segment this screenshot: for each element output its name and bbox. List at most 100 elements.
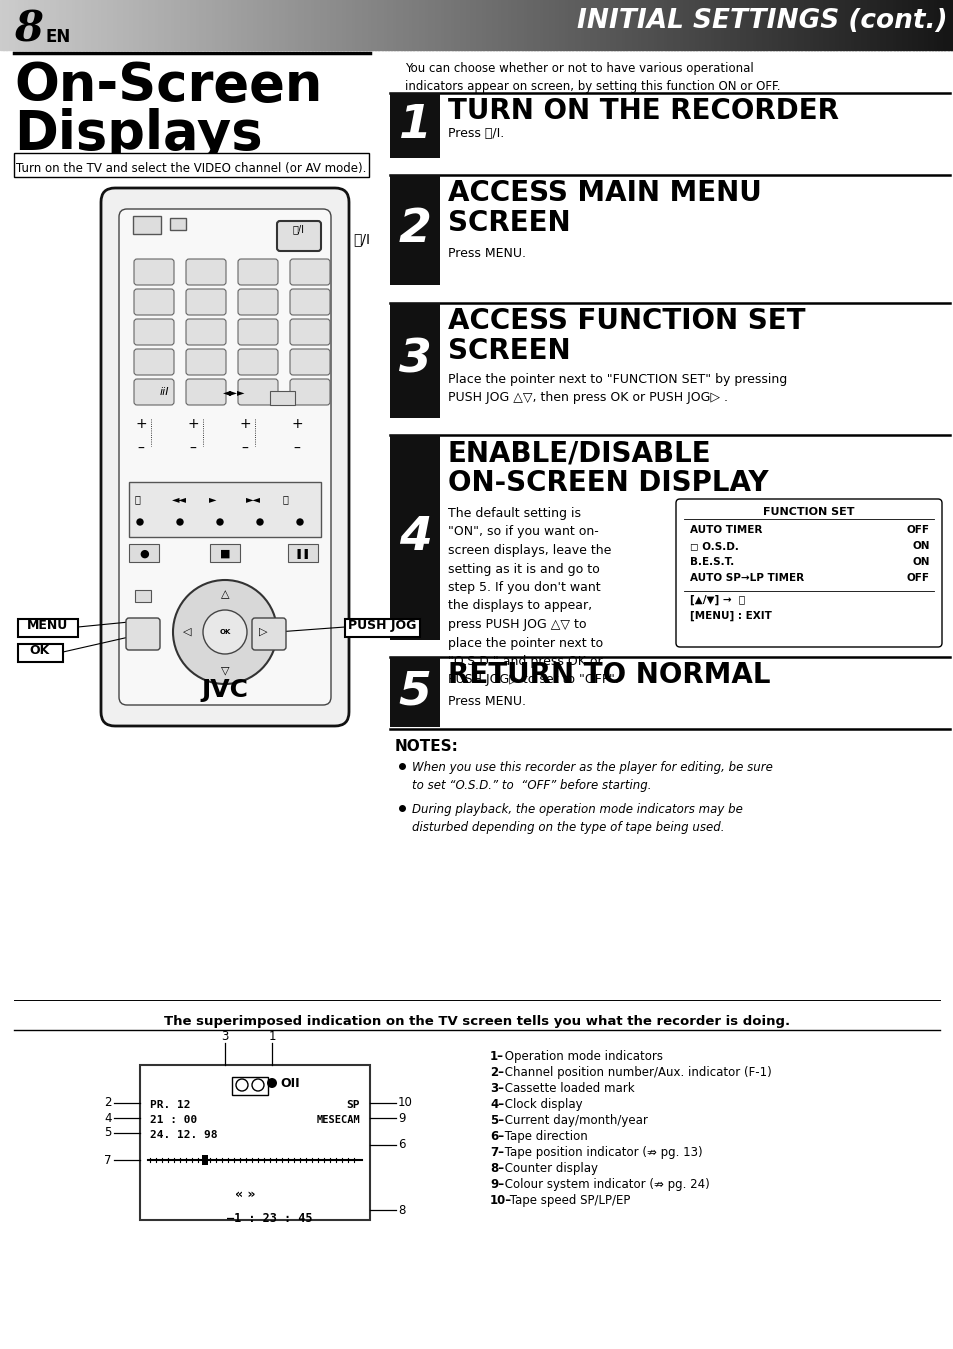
Bar xyxy=(708,0,713,50)
Bar xyxy=(886,0,890,50)
Text: Place the pointer next to "FUNCTION SET" by pressing
PUSH JOG △▽, then press OK : Place the pointer next to "FUNCTION SET"… xyxy=(448,374,786,403)
Bar xyxy=(629,0,633,50)
Bar xyxy=(295,0,299,50)
Bar xyxy=(645,0,649,50)
Text: 4: 4 xyxy=(105,1112,112,1125)
Bar xyxy=(781,0,785,50)
Text: 5: 5 xyxy=(398,669,431,715)
Bar xyxy=(279,0,284,50)
Text: ❚❚: ❚❚ xyxy=(294,549,311,558)
Bar xyxy=(174,0,179,50)
Bar xyxy=(293,0,296,50)
Bar xyxy=(35,0,39,50)
Bar xyxy=(18,619,78,637)
Text: ►◄: ►◄ xyxy=(246,494,261,505)
Bar xyxy=(260,0,265,50)
Bar xyxy=(372,0,375,50)
Bar xyxy=(121,0,125,50)
Text: Press MENU.: Press MENU. xyxy=(448,247,525,260)
Text: Turn on the TV and select the VIDEO channel (or AV mode).: Turn on the TV and select the VIDEO chan… xyxy=(16,162,366,175)
Text: 10: 10 xyxy=(397,1097,413,1109)
Text: Displays: Displays xyxy=(14,108,262,161)
Bar xyxy=(753,0,757,50)
FancyBboxPatch shape xyxy=(186,379,226,405)
Bar xyxy=(345,619,419,637)
Bar xyxy=(851,0,856,50)
Bar xyxy=(636,0,639,50)
Bar xyxy=(731,0,735,50)
FancyBboxPatch shape xyxy=(126,618,160,650)
Text: 10–: 10– xyxy=(490,1194,512,1207)
Bar xyxy=(639,0,642,50)
Bar xyxy=(365,0,370,50)
Bar xyxy=(839,0,842,50)
Bar xyxy=(359,0,363,50)
Text: ◁: ◁ xyxy=(183,627,191,637)
Bar xyxy=(283,0,287,50)
Bar xyxy=(648,0,652,50)
Bar xyxy=(855,0,859,50)
Circle shape xyxy=(172,580,276,684)
Bar xyxy=(112,0,115,50)
Bar xyxy=(140,1064,370,1219)
Text: 9–: 9– xyxy=(490,1178,503,1191)
Bar xyxy=(651,0,656,50)
Bar xyxy=(550,0,554,50)
Bar xyxy=(626,0,630,50)
Text: 8–: 8– xyxy=(490,1161,503,1175)
Bar xyxy=(448,0,452,50)
Bar xyxy=(410,0,414,50)
Bar xyxy=(197,0,201,50)
Bar xyxy=(135,590,151,602)
Text: PUSH JOG: PUSH JOG xyxy=(348,619,416,631)
Bar xyxy=(496,0,499,50)
Bar xyxy=(664,0,668,50)
Bar xyxy=(193,0,198,50)
Bar xyxy=(336,0,341,50)
Text: AUTO TIMER: AUTO TIMER xyxy=(689,525,761,536)
Bar xyxy=(369,0,373,50)
Text: 1: 1 xyxy=(398,103,431,147)
Bar xyxy=(941,0,944,50)
Text: MENU: MENU xyxy=(28,619,69,631)
Bar xyxy=(308,0,313,50)
Bar xyxy=(658,0,661,50)
Bar xyxy=(667,0,671,50)
FancyBboxPatch shape xyxy=(133,289,173,316)
FancyBboxPatch shape xyxy=(186,349,226,375)
FancyBboxPatch shape xyxy=(276,221,320,251)
Circle shape xyxy=(177,519,183,525)
Bar xyxy=(591,0,595,50)
Text: [▲/▼] →  Ⓚ: [▲/▼] → Ⓚ xyxy=(689,595,744,606)
Text: 5: 5 xyxy=(105,1126,112,1140)
Bar xyxy=(45,0,49,50)
Bar xyxy=(502,0,506,50)
Bar xyxy=(136,0,141,50)
Bar xyxy=(864,0,868,50)
Bar xyxy=(388,0,392,50)
Text: ◄►►: ◄►► xyxy=(223,387,245,397)
Bar xyxy=(14,152,369,177)
Bar xyxy=(562,0,566,50)
Text: [MENU] : EXIT: [MENU] : EXIT xyxy=(689,611,771,622)
Bar xyxy=(870,0,875,50)
Bar xyxy=(950,0,953,50)
Bar xyxy=(73,0,77,50)
Text: EN: EN xyxy=(46,28,71,46)
Bar xyxy=(390,434,439,639)
Bar xyxy=(413,0,417,50)
Bar xyxy=(641,0,646,50)
Text: 21 : 00: 21 : 00 xyxy=(150,1116,197,1125)
Bar xyxy=(312,0,315,50)
Text: ⏭: ⏭ xyxy=(283,494,289,505)
Bar xyxy=(165,0,170,50)
Text: –: – xyxy=(241,442,248,456)
Bar xyxy=(38,0,42,50)
Bar xyxy=(451,0,456,50)
Bar xyxy=(29,0,32,50)
Bar xyxy=(893,0,897,50)
Circle shape xyxy=(216,519,223,525)
Text: Press ⏻/I.: Press ⏻/I. xyxy=(448,127,504,140)
Text: The default setting is
"ON", so if you want on-
screen displays, leave the
setti: The default setting is "ON", so if you w… xyxy=(448,507,618,687)
Bar xyxy=(801,0,804,50)
